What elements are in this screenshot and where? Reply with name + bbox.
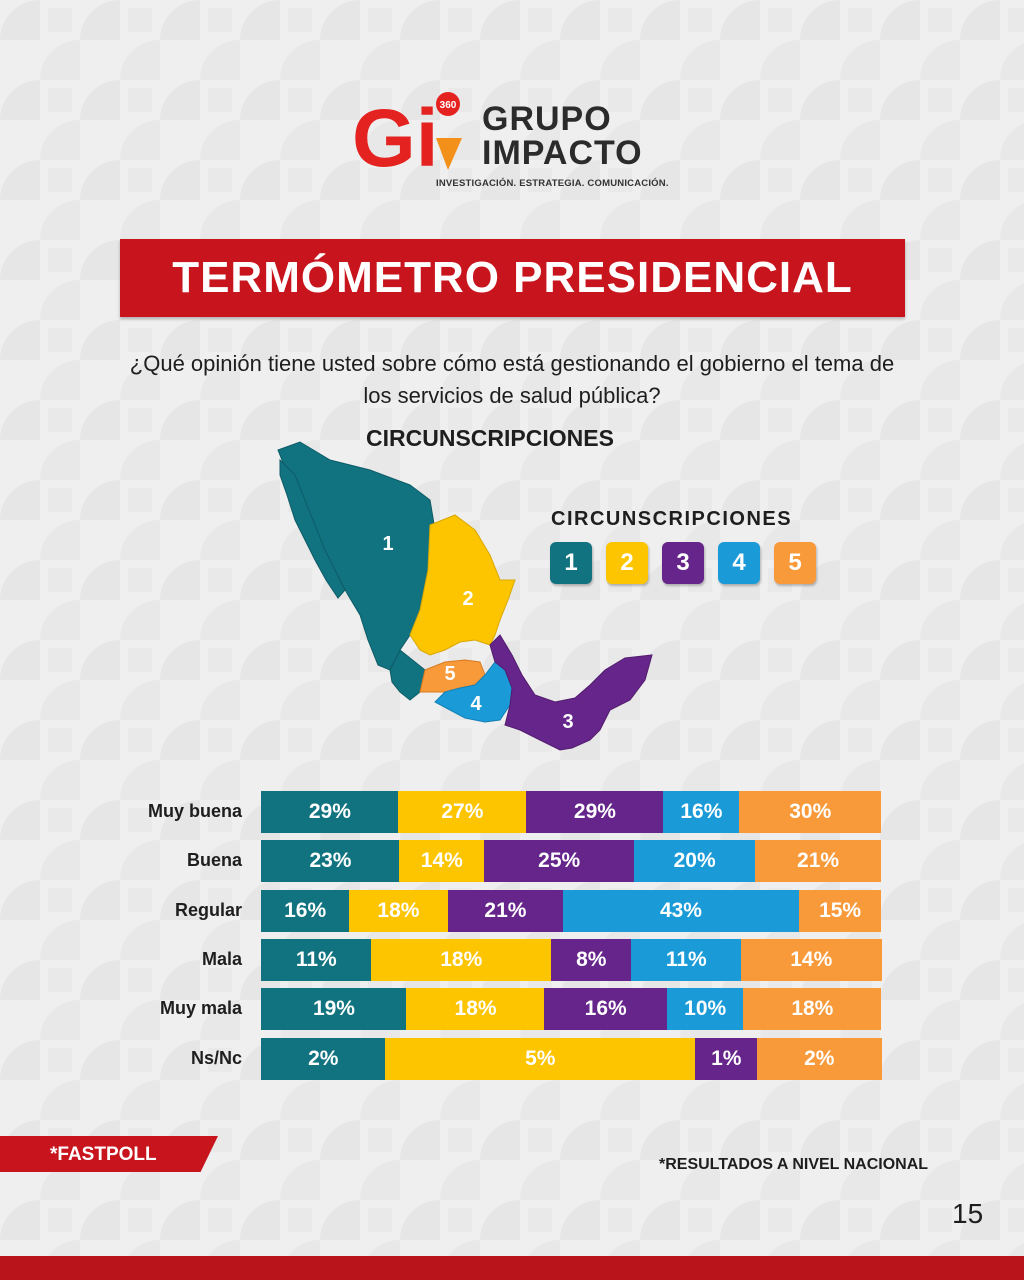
map-label-3: 3	[562, 711, 573, 733]
brand-logo: Gi 360 GRUPO IMPACTO INVESTIGACIÓN. ESTR…	[350, 88, 680, 198]
map-label-4: 4	[470, 693, 482, 715]
map-region-3	[489, 634, 653, 751]
logo-badge: 360	[440, 100, 457, 111]
question-line-2: los servicios de salud pública?	[363, 383, 661, 408]
footnote: *RESULTADOS A NIVEL NACIONAL	[659, 1156, 929, 1173]
brand-name-line2: IMPACTO	[482, 134, 643, 172]
mexico-circumscriptions-map: 1 2 5 4 3	[277, 441, 653, 751]
title-banner: TERMÓMETRO PRESIDENCIAL	[120, 239, 905, 317]
map-label-5: 5	[444, 663, 455, 685]
map-label-2: 2	[462, 588, 473, 610]
legend-title: CIRCUNSCRIPCIONES	[551, 508, 793, 530]
legend-item-5: 5	[774, 542, 816, 584]
map-region-1-peninsula	[279, 458, 346, 599]
survey-question: ¿Qué opinión tiene usted sobre cómo está…	[100, 348, 924, 412]
map-label-1: 1	[382, 533, 393, 555]
fastpoll-label: *FASTPOLL	[50, 1144, 157, 1165]
legend: 1 2 3 4 5	[550, 542, 816, 584]
bottom-bar	[0, 1256, 1024, 1280]
brand-name-line1: GRUPO	[482, 100, 612, 138]
gi-logo-icon: Gi 360	[352, 92, 462, 183]
legend-item-2: 2	[606, 542, 648, 584]
page-title: TERMÓMETRO PRESIDENCIAL	[172, 253, 853, 302]
gi-mark-text: Gi	[352, 93, 439, 183]
page-number: 15	[952, 1198, 984, 1229]
legend-item-1: 1	[550, 542, 592, 584]
legend-item-3: 3	[662, 542, 704, 584]
legend-item-4: 4	[718, 542, 760, 584]
question-line-1: ¿Qué opinión tiene usted sobre cómo está…	[129, 351, 895, 376]
brand-tagline: INVESTIGACIÓN. ESTRATEGIA. COMUNICACIÓN.	[436, 178, 669, 189]
fastpoll-tag: *FASTPOLL	[0, 1136, 218, 1172]
map-title: CIRCUNSCRIPCIONES	[366, 425, 614, 451]
